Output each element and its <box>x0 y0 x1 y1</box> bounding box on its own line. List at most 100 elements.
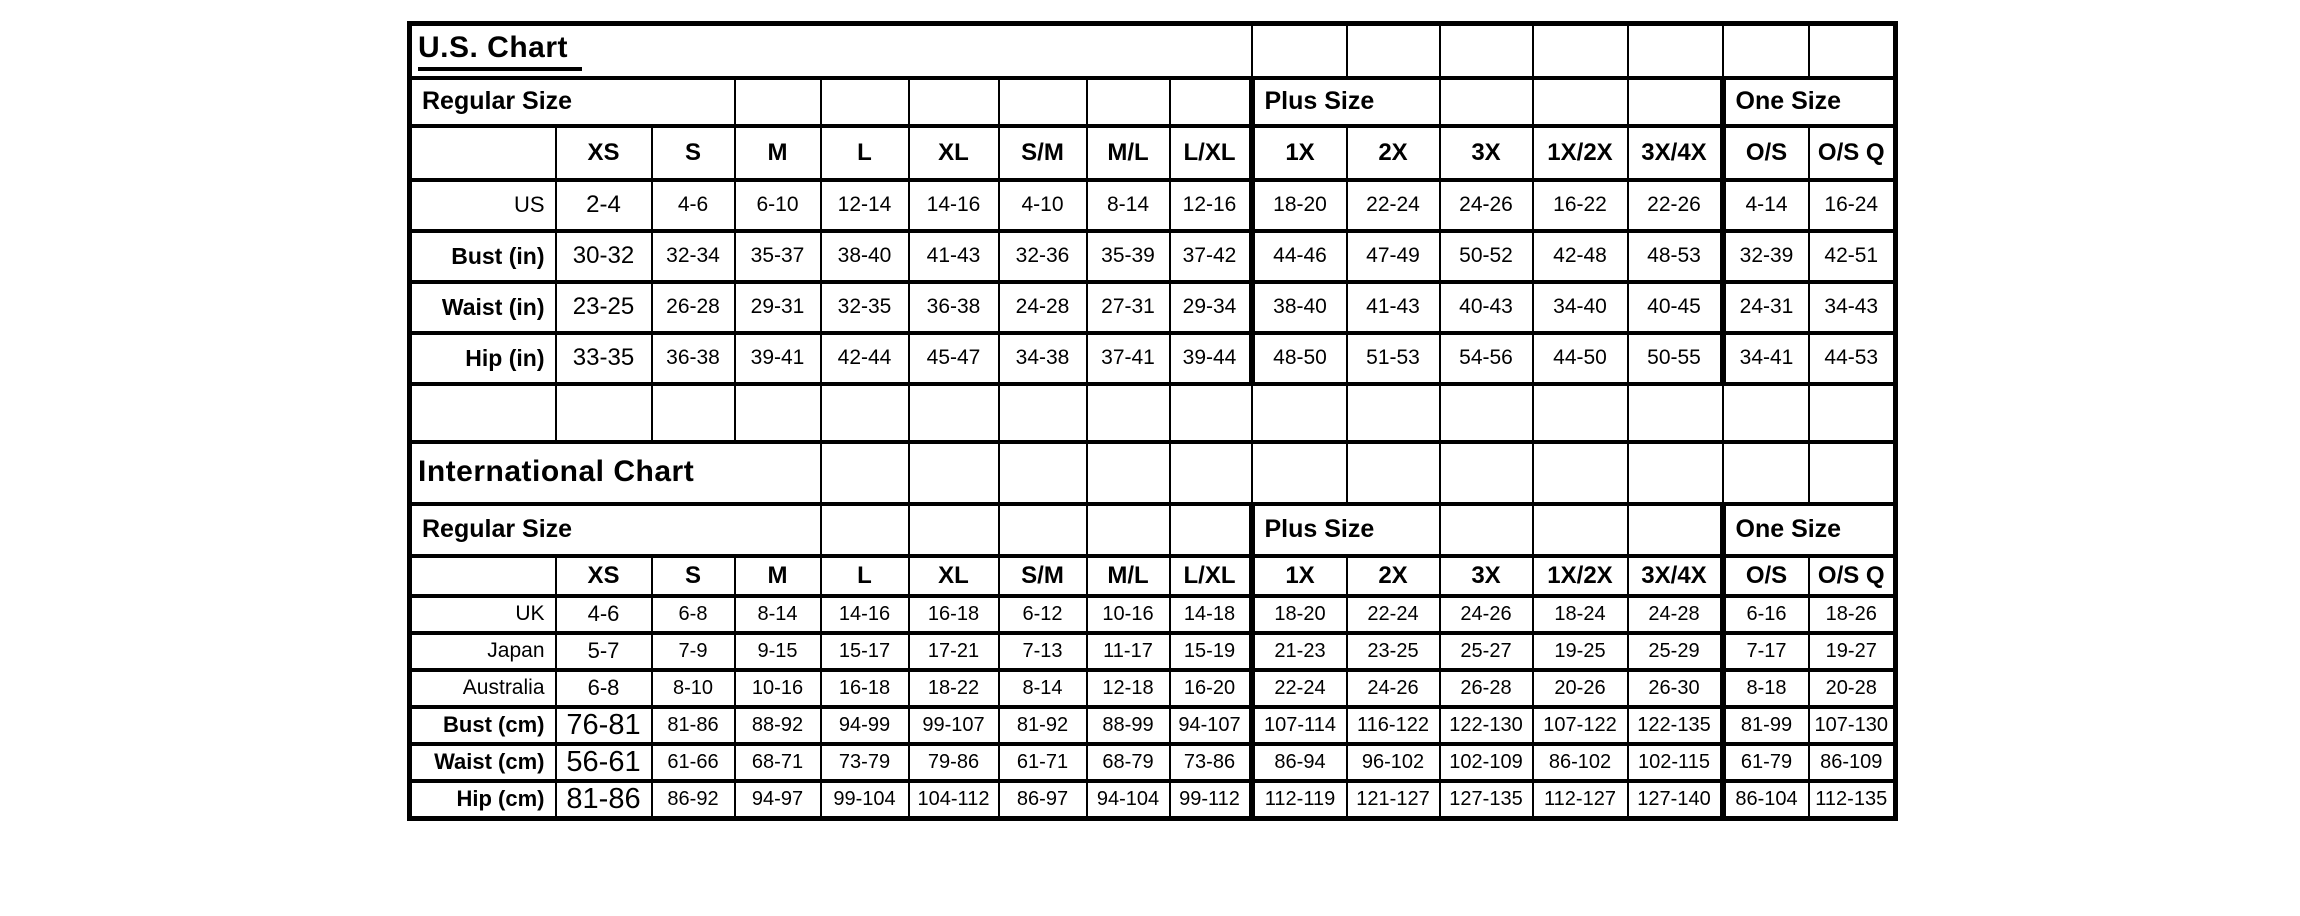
size-value-cell: 15-19 <box>1168 630 1253 672</box>
size-value-cell: 81-92 <box>997 704 1088 746</box>
size-value-cell: 45-47 <box>907 330 1000 386</box>
spacer-cell <box>997 381 1088 444</box>
size-value-cell: 8-10 <box>650 667 736 709</box>
size-value-cell: 122-135 <box>1626 704 1724 746</box>
row-label-header-blank <box>408 553 557 598</box>
size-value-cell: 48-50 <box>1248 330 1348 386</box>
size-value-cell: 29-34 <box>1168 279 1253 335</box>
size-value-cell: 35-37 <box>733 228 822 284</box>
size-value-cell: 112-119 <box>1248 778 1348 820</box>
us-chart-title-row: U.S. Chart <box>408 21 1897 80</box>
size-value-cell: 47-49 <box>1345 228 1441 284</box>
size-column-header: S <box>650 123 736 182</box>
size-value-cell: 11-17 <box>1085 630 1171 672</box>
spacer-row <box>408 381 1897 444</box>
us-data-row: Waist (in) 23-25 26-28 29-31 32-35 36-38 24-28… <box>408 279 1897 335</box>
size-column-header: 3X/4X <box>1626 123 1724 182</box>
intl-data-row: UK 4-6 6-8 8-14 14-16 16-18 6-12 10-16 14-18 18-2… <box>408 593 1897 635</box>
title-row-empty-cell <box>997 439 1088 506</box>
intl-data-row: Bust (cm) 76-81 81-86 88-92 94-99 99-107 81-92… <box>408 704 1897 746</box>
size-value-cell: 50-52 <box>1438 228 1534 284</box>
size-value-cell: 22-24 <box>1248 667 1348 709</box>
size-value-cell: 76-81 <box>554 704 653 746</box>
size-value-cell: 94-104 <box>1085 778 1171 820</box>
one-size-group-label: One Size <box>1719 75 1897 128</box>
size-value-cell: 21-23 <box>1248 630 1348 672</box>
size-column-header: S/M <box>997 123 1088 182</box>
size-value-cell: 39-41 <box>733 330 822 386</box>
size-value-cell: 6-12 <box>997 593 1088 635</box>
size-value-cell: 54-56 <box>1438 330 1534 386</box>
spacer-cell <box>1085 381 1171 444</box>
size-value-cell: 32-34 <box>650 228 736 284</box>
size-value-cell: 33-35 <box>554 330 653 386</box>
row-label: Hip (cm) <box>408 778 557 820</box>
size-value-cell: 16-24 <box>1807 177 1897 233</box>
size-value-cell: 86-97 <box>997 778 1088 820</box>
size-value-cell: 38-40 <box>1248 279 1348 335</box>
size-value-cell: 41-43 <box>907 228 1000 284</box>
size-value-cell: 30-32 <box>554 228 653 284</box>
size-value-cell: 44-46 <box>1248 228 1348 284</box>
group-row-empty-cell <box>997 75 1088 128</box>
size-value-cell: 23-25 <box>1345 630 1441 672</box>
size-value-cell: 18-20 <box>1248 177 1348 233</box>
size-column-header: L/XL <box>1168 123 1253 182</box>
size-column-header: O/S <box>1719 553 1810 598</box>
size-value-cell: 10-16 <box>1085 593 1171 635</box>
size-value-cell: 24-28 <box>997 279 1088 335</box>
size-value-cell: 81-86 <box>650 704 736 746</box>
plus-size-group-label: Plus Size <box>1248 75 1441 128</box>
spacer-cell <box>1250 381 1348 444</box>
spacer-cell <box>907 381 1000 444</box>
size-value-cell: 51-53 <box>1345 330 1441 386</box>
spacer-cell <box>1345 381 1441 444</box>
title-row-empty-cell <box>1438 439 1534 506</box>
size-value-cell: 56-61 <box>554 741 653 783</box>
size-value-cell: 5-7 <box>554 630 653 672</box>
title-row-empty-cell <box>1531 21 1629 80</box>
size-value-cell: 38-40 <box>819 228 910 284</box>
size-column-header: M <box>733 553 822 598</box>
title-row-empty-cell <box>1807 439 1897 506</box>
size-value-cell: 8-14 <box>997 667 1088 709</box>
size-value-cell: 34-40 <box>1531 279 1629 335</box>
size-column-header: O/S Q <box>1807 553 1897 598</box>
size-value-cell: 8-18 <box>1719 667 1810 709</box>
size-column-header: O/S Q <box>1807 123 1897 182</box>
size-column-header: 2X <box>1345 553 1441 598</box>
title-row-empty-cell <box>1345 21 1441 80</box>
size-value-cell: 39-44 <box>1168 330 1253 386</box>
size-value-cell: 61-66 <box>650 741 736 783</box>
title-row-empty-cell <box>1721 21 1810 80</box>
group-row-empty-cell <box>819 75 910 128</box>
size-value-cell: 12-18 <box>1085 667 1171 709</box>
size-value-cell: 18-20 <box>1248 593 1348 635</box>
size-value-cell: 19-27 <box>1807 630 1897 672</box>
title-row-empty-cell <box>1626 439 1724 506</box>
size-column-header: 3X <box>1438 123 1534 182</box>
size-column-header: XS <box>554 553 653 598</box>
title-row-empty-cell <box>819 439 910 506</box>
size-column-header: L/XL <box>1168 553 1253 598</box>
size-value-cell: 10-16 <box>733 667 822 709</box>
intl-size-header-row: XS S M L XL S/M M/L L/XL 1X 2X 3X 1X/2X 3X/4X O/S O/S … <box>408 553 1897 598</box>
size-value-cell: 107-122 <box>1531 704 1629 746</box>
size-value-cell: 86-94 <box>1248 741 1348 783</box>
size-value-cell: 17-21 <box>907 630 1000 672</box>
intl-data-row: Hip (cm) 81-86 86-92 94-97 99-104 104-112 86-9… <box>408 778 1897 820</box>
size-value-cell: 37-41 <box>1085 330 1171 386</box>
group-row-empty-cell <box>733 75 822 128</box>
size-chart-table: U.S. Chart Regular Size Plus Size One Size X… <box>407 21 1898 821</box>
us-data-row: US 2-4 4-6 6-10 12-14 14-16 4-10 8-14 12-16 18-20… <box>408 177 1897 233</box>
size-value-cell: 107-130 <box>1807 704 1897 746</box>
title-row-empty-cell <box>1345 439 1441 506</box>
size-value-cell: 68-79 <box>1085 741 1171 783</box>
size-value-cell: 96-102 <box>1345 741 1441 783</box>
group-row-empty-cell <box>819 501 910 558</box>
row-label: Hip (in) <box>408 330 557 386</box>
size-value-cell: 14-16 <box>819 593 910 635</box>
intl-data-row: Australia 6-8 8-10 10-16 16-18 18-22 8-14 12-18… <box>408 667 1897 709</box>
intl-chart-title: International Chart <box>408 439 822 506</box>
